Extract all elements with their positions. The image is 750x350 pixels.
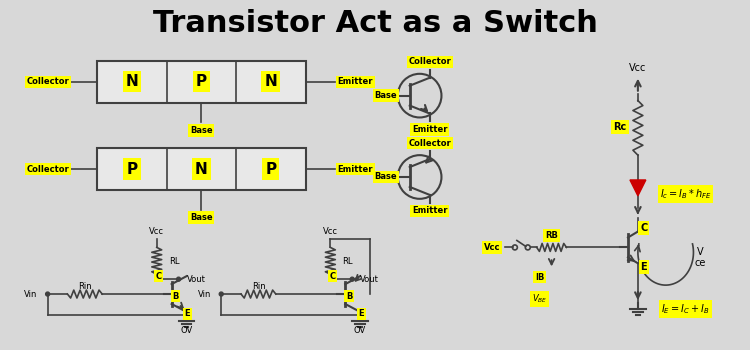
Text: Transistor Act as a Switch: Transistor Act as a Switch: [152, 9, 598, 38]
Text: B: B: [172, 292, 178, 301]
Text: $I_c=I_B*h_{FE}$: $I_c=I_B*h_{FE}$: [659, 187, 712, 201]
Text: OV: OV: [354, 326, 366, 335]
Text: Vout: Vout: [360, 275, 379, 284]
Text: Vcc: Vcc: [484, 243, 500, 252]
Text: N: N: [125, 74, 138, 89]
Text: $V_{BE}$: $V_{BE}$: [532, 293, 548, 305]
Text: B: B: [346, 292, 352, 301]
Text: V
ce: V ce: [694, 246, 706, 268]
Text: Vcc: Vcc: [322, 227, 338, 236]
Text: Vout: Vout: [187, 275, 206, 284]
Circle shape: [46, 292, 50, 296]
Polygon shape: [630, 180, 646, 196]
Text: Rin: Rin: [252, 282, 266, 290]
Text: Emitter: Emitter: [412, 206, 447, 215]
Text: Base: Base: [190, 126, 213, 135]
Text: Vin: Vin: [24, 289, 38, 299]
Text: Collector: Collector: [408, 57, 451, 66]
Text: RL: RL: [342, 257, 352, 266]
Text: C: C: [156, 272, 162, 281]
Text: Emitter: Emitter: [338, 77, 373, 86]
Text: E: E: [184, 309, 190, 318]
Text: Collector: Collector: [26, 77, 69, 86]
Text: $I_E=I_C+I_B$: $I_E=I_C+I_B$: [662, 302, 710, 316]
Text: Emitter: Emitter: [338, 164, 373, 174]
FancyBboxPatch shape: [98, 61, 305, 103]
Text: Rin: Rin: [79, 282, 92, 290]
Text: Vin: Vin: [198, 289, 211, 299]
Text: Emitter: Emitter: [412, 125, 447, 134]
FancyBboxPatch shape: [98, 148, 305, 190]
Text: IB: IB: [535, 273, 544, 282]
Text: P: P: [266, 162, 277, 176]
Text: Collector: Collector: [408, 139, 451, 148]
Text: E: E: [358, 309, 364, 318]
Text: Base: Base: [374, 173, 398, 182]
Circle shape: [219, 292, 224, 296]
Text: N: N: [265, 74, 278, 89]
Text: Collector: Collector: [26, 164, 69, 174]
Circle shape: [176, 277, 181, 281]
Text: Vcc: Vcc: [149, 227, 164, 236]
Text: C: C: [329, 272, 335, 281]
Text: Rc: Rc: [614, 122, 627, 132]
Text: C: C: [640, 223, 647, 233]
Text: Base: Base: [190, 213, 213, 222]
Circle shape: [350, 277, 354, 281]
Text: Base: Base: [374, 91, 398, 100]
Text: P: P: [196, 74, 207, 89]
Text: P: P: [127, 162, 137, 176]
Text: RB: RB: [545, 231, 558, 240]
Text: E: E: [640, 262, 647, 272]
Text: OV: OV: [181, 326, 193, 335]
Text: RL: RL: [169, 257, 179, 266]
Text: Vcc: Vcc: [629, 63, 646, 73]
Text: N: N: [195, 162, 208, 176]
